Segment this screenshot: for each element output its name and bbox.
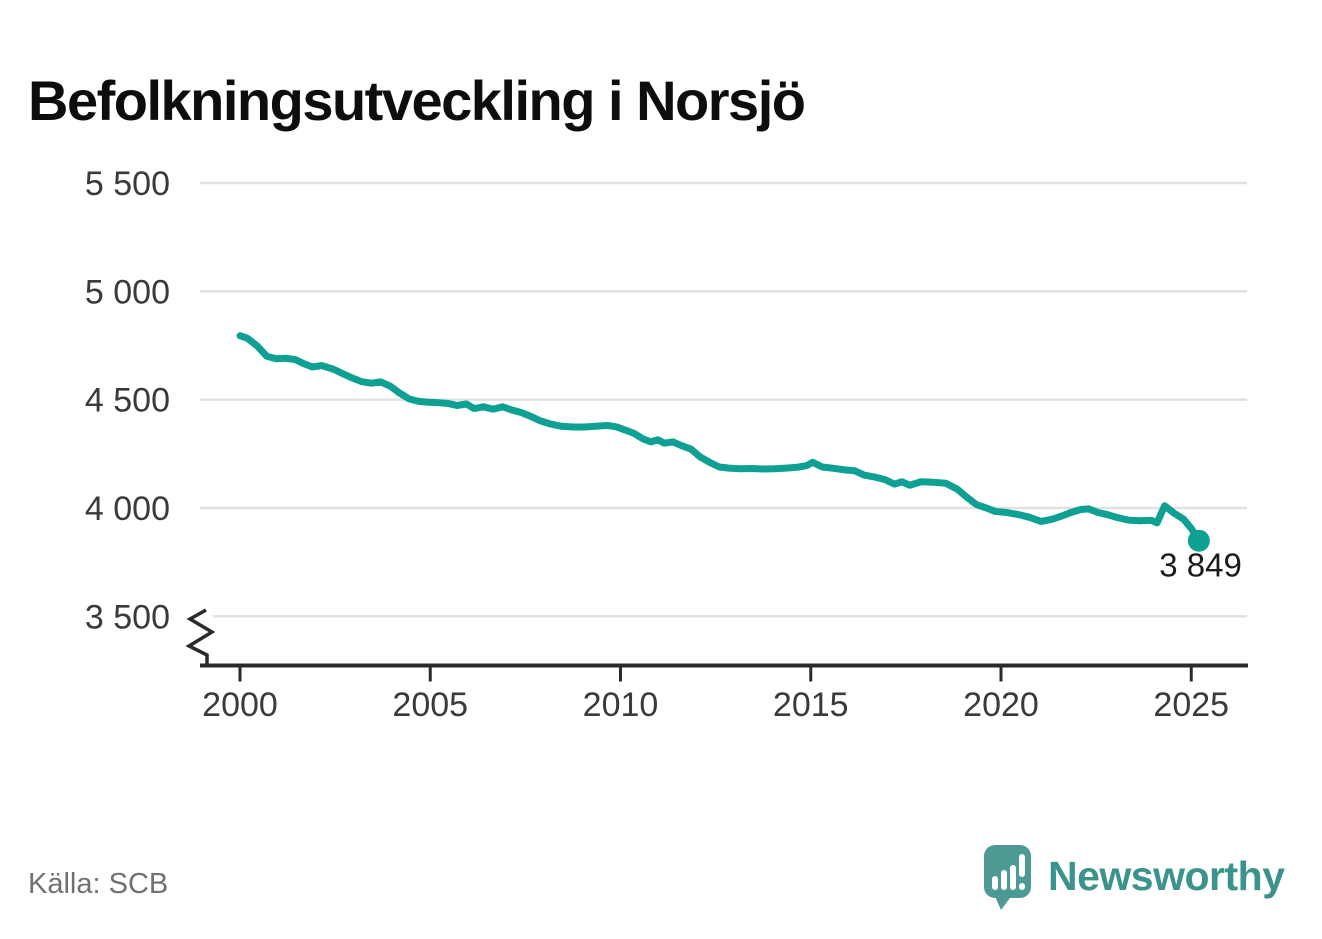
y-tick-label: 5 000: [85, 273, 170, 311]
latest-value-label: 3 849: [1159, 547, 1242, 584]
y-tick-label: 4 500: [85, 382, 170, 420]
y-tick-label: 3 500: [85, 598, 170, 636]
x-tick-label: 2000: [202, 686, 278, 724]
y-tick-label: 5 500: [85, 165, 170, 203]
newsworthy-wordmark: Newsworthy: [1048, 853, 1285, 899]
source-note: Källa: SCB: [28, 868, 169, 900]
axis-break-mark: [185, 608, 216, 664]
newsworthy-bubble-barchart-icon: [984, 845, 1031, 910]
chart-title: Befolkningsutveckling i Norsjö: [28, 68, 806, 132]
x-tick-label: 2005: [392, 686, 468, 724]
population-line: [236, 332, 1203, 545]
x-tick-label: 2015: [773, 686, 849, 724]
newsworthy-logo: Newsworthy: [983, 845, 1285, 911]
x-tick-label: 2010: [583, 686, 659, 724]
x-tick-label: 2020: [963, 686, 1039, 724]
x-tick-label: 2025: [1153, 686, 1229, 724]
latest-value-dot: [1187, 529, 1210, 552]
y-tick-label: 4 000: [85, 490, 170, 528]
